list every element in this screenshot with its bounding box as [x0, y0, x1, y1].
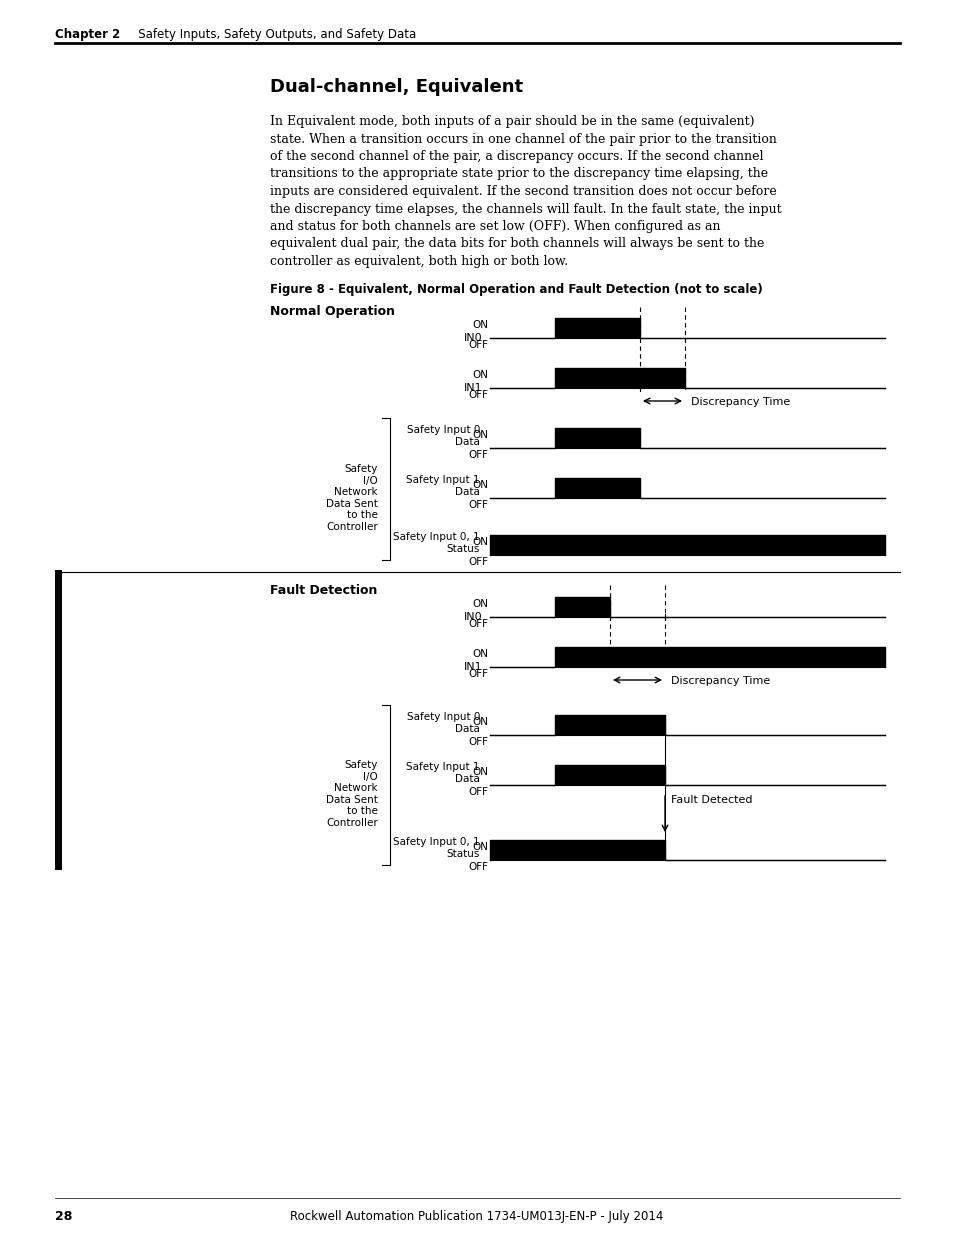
Text: state. When a transition occurs in one channel of the pair prior to the transiti: state. When a transition occurs in one c… — [270, 132, 776, 146]
Text: ON: ON — [472, 320, 488, 330]
Text: In Equivalent mode, both inputs of a pair should be in the same (equivalent): In Equivalent mode, both inputs of a pai… — [270, 115, 754, 128]
Text: IN0: IN0 — [464, 613, 482, 622]
Text: Discrepancy Time: Discrepancy Time — [690, 396, 789, 408]
Text: Safety Inputs, Safety Outputs, and Safety Data: Safety Inputs, Safety Outputs, and Safet… — [127, 28, 416, 41]
Text: Safety Input 0
Data: Safety Input 0 Data — [406, 425, 479, 447]
Text: Safety Input 0, 1
Status: Safety Input 0, 1 Status — [393, 837, 479, 858]
Text: Dual-channel, Equivalent: Dual-channel, Equivalent — [270, 78, 522, 96]
Text: 28: 28 — [55, 1210, 72, 1223]
Text: ON: ON — [472, 842, 488, 852]
Text: OFF: OFF — [468, 500, 488, 510]
Text: ON: ON — [472, 718, 488, 727]
Bar — [555, 368, 684, 388]
Text: OFF: OFF — [468, 669, 488, 679]
Bar — [555, 764, 664, 785]
Text: ON: ON — [472, 599, 488, 609]
Text: ON: ON — [472, 537, 488, 547]
Text: Discrepancy Time: Discrepancy Time — [670, 676, 769, 685]
Text: inputs are considered equivalent. If the second transition does not occur before: inputs are considered equivalent. If the… — [270, 185, 776, 198]
Text: Fault Detection: Fault Detection — [270, 584, 377, 597]
Text: IN1: IN1 — [464, 383, 482, 393]
Text: Safety
I/O
Network
Data Sent
to the
Controller: Safety I/O Network Data Sent to the Cont… — [326, 464, 377, 532]
Text: Rockwell Automation Publication 1734-UM013J-EN-P - July 2014: Rockwell Automation Publication 1734-UM0… — [290, 1210, 663, 1223]
Text: OFF: OFF — [468, 390, 488, 400]
Bar — [555, 317, 639, 338]
Text: equivalent dual pair, the data bits for both channels will always be sent to the: equivalent dual pair, the data bits for … — [270, 237, 763, 251]
Text: OFF: OFF — [468, 787, 488, 797]
Text: of the second channel of the pair, a discrepancy occurs. If the second channel: of the second channel of the pair, a dis… — [270, 149, 762, 163]
Text: OFF: OFF — [468, 619, 488, 629]
Text: the discrepancy time elapses, the channels will fault. In the fault state, the i: the discrepancy time elapses, the channe… — [270, 203, 781, 215]
Text: OFF: OFF — [468, 340, 488, 350]
Text: Normal Operation: Normal Operation — [270, 305, 395, 317]
Text: Safety Input 1
Data: Safety Input 1 Data — [406, 475, 479, 496]
Text: ON: ON — [472, 650, 488, 659]
Text: transitions to the appropriate state prior to the discrepancy time elapsing, the: transitions to the appropriate state pri… — [270, 168, 767, 180]
Text: Safety
I/O
Network
Data Sent
to the
Controller: Safety I/O Network Data Sent to the Cont… — [326, 760, 377, 827]
Bar — [555, 647, 884, 667]
Bar — [555, 597, 609, 618]
Text: Safety Input 1
Data: Safety Input 1 Data — [406, 762, 479, 783]
Text: ON: ON — [472, 480, 488, 490]
Bar — [555, 478, 639, 498]
Text: IN0: IN0 — [464, 333, 482, 343]
Bar — [555, 715, 664, 735]
Text: Figure 8 - Equivalent, Normal Operation and Fault Detection (not to scale): Figure 8 - Equivalent, Normal Operation … — [270, 283, 762, 296]
Text: IN1: IN1 — [464, 662, 482, 672]
Text: OFF: OFF — [468, 862, 488, 872]
Text: Chapter 2: Chapter 2 — [55, 28, 120, 41]
Text: ON: ON — [472, 430, 488, 440]
Text: ON: ON — [472, 370, 488, 380]
Text: OFF: OFF — [468, 557, 488, 567]
Text: Safety Input 0, 1
Status: Safety Input 0, 1 Status — [393, 532, 479, 553]
Bar — [490, 840, 664, 860]
Text: OFF: OFF — [468, 450, 488, 459]
Bar — [555, 429, 639, 448]
Bar — [55, 571, 62, 869]
Text: OFF: OFF — [468, 737, 488, 747]
Text: Safety Input 0
Data: Safety Input 0 Data — [406, 713, 479, 734]
Text: ON: ON — [472, 767, 488, 777]
Text: Fault Detected: Fault Detected — [670, 795, 752, 805]
Text: controller as equivalent, both high or both low.: controller as equivalent, both high or b… — [270, 254, 568, 268]
Bar — [490, 535, 884, 555]
Text: and status for both channels are set low (OFF). When configured as an: and status for both channels are set low… — [270, 220, 720, 233]
